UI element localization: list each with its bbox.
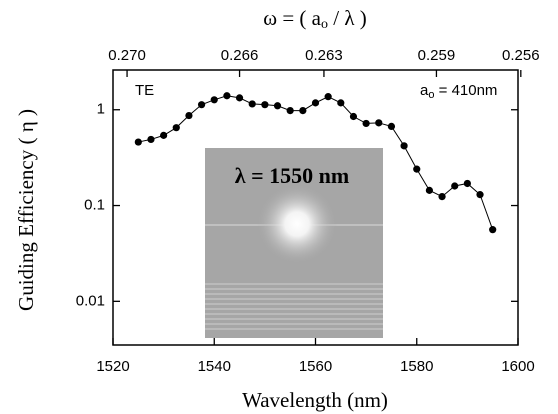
data-point	[273, 102, 282, 110]
x-tick-label: 1600	[501, 358, 534, 375]
data-point	[375, 119, 383, 127]
inset-label: λ = 1550 nm	[235, 163, 349, 188]
data-point	[413, 165, 421, 173]
x2-tick-label: 0.266	[221, 47, 259, 64]
y-tick-label: 1	[97, 101, 105, 118]
x-tick-label: 1560	[299, 358, 332, 375]
data-point	[463, 179, 471, 188]
data-point	[172, 124, 180, 132]
data-point	[197, 101, 206, 109]
data-point	[223, 92, 231, 100]
x2-tick-label: 0.263	[305, 47, 343, 64]
data-point	[299, 106, 307, 115]
x2-axis-label: ω = ( ao / λ )	[263, 6, 367, 32]
data-point	[400, 142, 408, 150]
data-point	[248, 100, 256, 108]
x-tick-label: 1540	[198, 358, 231, 375]
y-tick-label: 0.01	[76, 292, 105, 309]
data-point	[261, 101, 269, 109]
x2-tick-label: 0.256	[502, 47, 540, 64]
data-point	[337, 99, 345, 107]
data-point	[311, 99, 320, 107]
x-tick-label: 1580	[400, 358, 433, 375]
x2-tick-label: 0.270	[108, 47, 146, 64]
y-tick-label: 0.1	[84, 197, 105, 214]
data-point	[324, 93, 332, 101]
annotation: TE	[135, 82, 154, 99]
data-point	[160, 131, 168, 139]
data-point	[451, 182, 459, 190]
data-point	[185, 111, 193, 120]
data-point	[134, 138, 142, 146]
x2-tick-label: 0.259	[418, 47, 456, 64]
data-point	[349, 112, 358, 121]
x-tick-label: 1520	[96, 358, 129, 375]
data-point	[476, 191, 484, 199]
parameter-label: ao = 410nm	[420, 82, 497, 101]
data-point	[438, 192, 446, 201]
data-point	[387, 122, 396, 131]
data-point	[362, 119, 370, 128]
data-point	[235, 94, 244, 102]
data-point	[489, 226, 497, 234]
x-axis-label: Wavelength (nm)	[242, 388, 388, 412]
data-point	[147, 135, 155, 144]
inset-image: λ = 1550 nm	[205, 148, 383, 338]
y-axis-label: Guiding Efficiency ( η )	[14, 109, 38, 311]
data-point	[210, 96, 218, 104]
data-point	[425, 186, 434, 194]
data-point	[286, 106, 294, 115]
